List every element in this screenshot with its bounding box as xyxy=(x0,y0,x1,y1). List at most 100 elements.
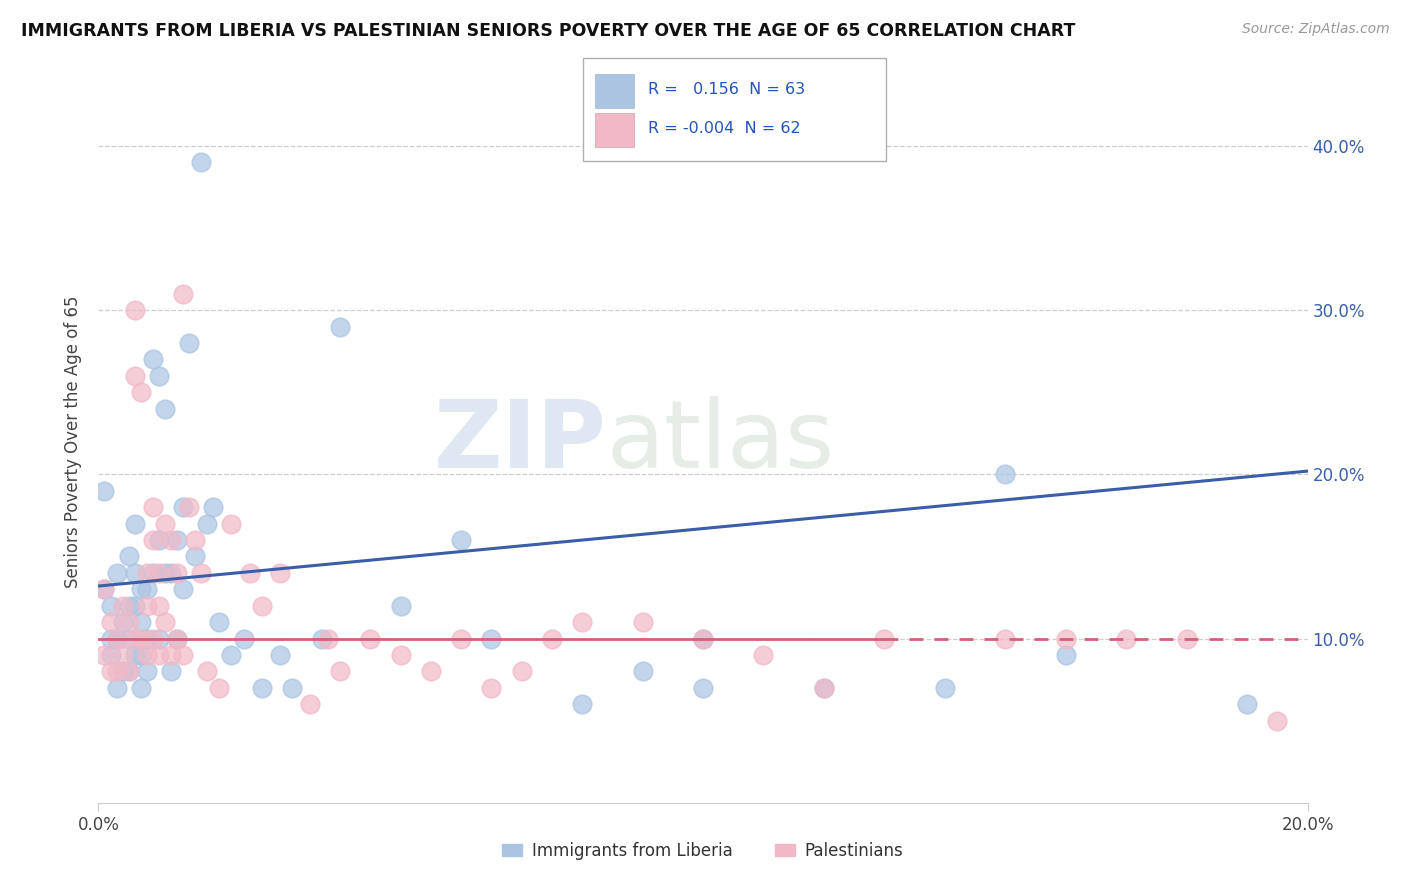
Point xyxy=(111,615,134,630)
Point xyxy=(239,566,262,580)
Point xyxy=(510,665,533,679)
Point xyxy=(299,698,322,712)
Point xyxy=(118,665,141,679)
Point xyxy=(692,632,714,646)
Point xyxy=(269,648,291,662)
Point xyxy=(450,632,472,646)
Point xyxy=(129,632,152,646)
Point xyxy=(184,549,207,564)
Point xyxy=(100,632,122,646)
Point xyxy=(281,681,304,695)
Point xyxy=(118,549,141,564)
Point xyxy=(124,368,146,383)
Point xyxy=(166,566,188,580)
Point xyxy=(105,632,128,646)
Point xyxy=(124,566,146,580)
Point xyxy=(124,632,146,646)
Point xyxy=(142,352,165,367)
Point xyxy=(153,566,176,580)
Point xyxy=(142,632,165,646)
Point xyxy=(129,615,152,630)
Point xyxy=(481,681,503,695)
Point xyxy=(153,401,176,416)
Point xyxy=(389,599,412,613)
Point xyxy=(202,500,225,515)
Point xyxy=(481,632,503,646)
Point xyxy=(631,615,654,630)
Point xyxy=(1175,632,1198,646)
Point xyxy=(166,632,188,646)
Point xyxy=(208,681,231,695)
Point xyxy=(631,665,654,679)
Point xyxy=(93,483,115,498)
Point xyxy=(160,648,183,662)
Point xyxy=(934,681,956,695)
Text: atlas: atlas xyxy=(606,395,835,488)
Point xyxy=(994,467,1017,482)
Point xyxy=(571,698,593,712)
Point xyxy=(153,615,176,630)
Point xyxy=(166,533,188,547)
Point xyxy=(172,286,194,301)
Point xyxy=(172,582,194,597)
Point xyxy=(208,615,231,630)
Point xyxy=(172,500,194,515)
Point xyxy=(692,681,714,695)
Point xyxy=(692,632,714,646)
Point xyxy=(1236,698,1258,712)
Point xyxy=(111,648,134,662)
Point xyxy=(232,632,254,646)
Point xyxy=(190,155,212,169)
Point xyxy=(179,500,201,515)
Point xyxy=(329,665,352,679)
Point xyxy=(105,632,128,646)
Point xyxy=(129,648,152,662)
Point xyxy=(129,681,152,695)
Point xyxy=(100,599,122,613)
Point xyxy=(160,665,183,679)
Point xyxy=(571,615,593,630)
Point xyxy=(221,648,243,662)
Point xyxy=(221,516,243,531)
Point xyxy=(166,632,188,646)
Point xyxy=(190,566,212,580)
Point xyxy=(118,599,141,613)
Point xyxy=(118,665,141,679)
Point xyxy=(100,665,122,679)
Text: R = -0.004  N = 62: R = -0.004 N = 62 xyxy=(648,121,801,136)
Point xyxy=(1054,632,1077,646)
Point xyxy=(994,632,1017,646)
Point xyxy=(105,566,128,580)
Point xyxy=(93,582,115,597)
Text: ZIP: ZIP xyxy=(433,395,606,488)
Point xyxy=(135,566,157,580)
Point xyxy=(450,533,472,547)
Point xyxy=(1115,632,1137,646)
Point xyxy=(111,599,134,613)
Legend: Immigrants from Liberia, Palestinians: Immigrants from Liberia, Palestinians xyxy=(496,836,910,867)
Point xyxy=(195,665,218,679)
Point xyxy=(105,665,128,679)
Point xyxy=(153,516,176,531)
Point xyxy=(250,599,273,613)
Point xyxy=(360,632,382,646)
Point xyxy=(142,566,165,580)
Point xyxy=(129,582,152,597)
Point xyxy=(135,632,157,646)
Point xyxy=(1267,714,1289,728)
Point xyxy=(135,648,157,662)
Point xyxy=(142,500,165,515)
Point xyxy=(124,516,146,531)
Point xyxy=(148,599,170,613)
Point xyxy=(135,599,157,613)
Point xyxy=(100,615,122,630)
Point xyxy=(93,648,115,662)
Point xyxy=(148,368,170,383)
Point xyxy=(105,681,128,695)
Point xyxy=(142,533,165,547)
Point xyxy=(1054,648,1077,662)
Point xyxy=(100,648,122,662)
Point xyxy=(148,648,170,662)
Point xyxy=(124,303,146,318)
Point xyxy=(813,681,835,695)
